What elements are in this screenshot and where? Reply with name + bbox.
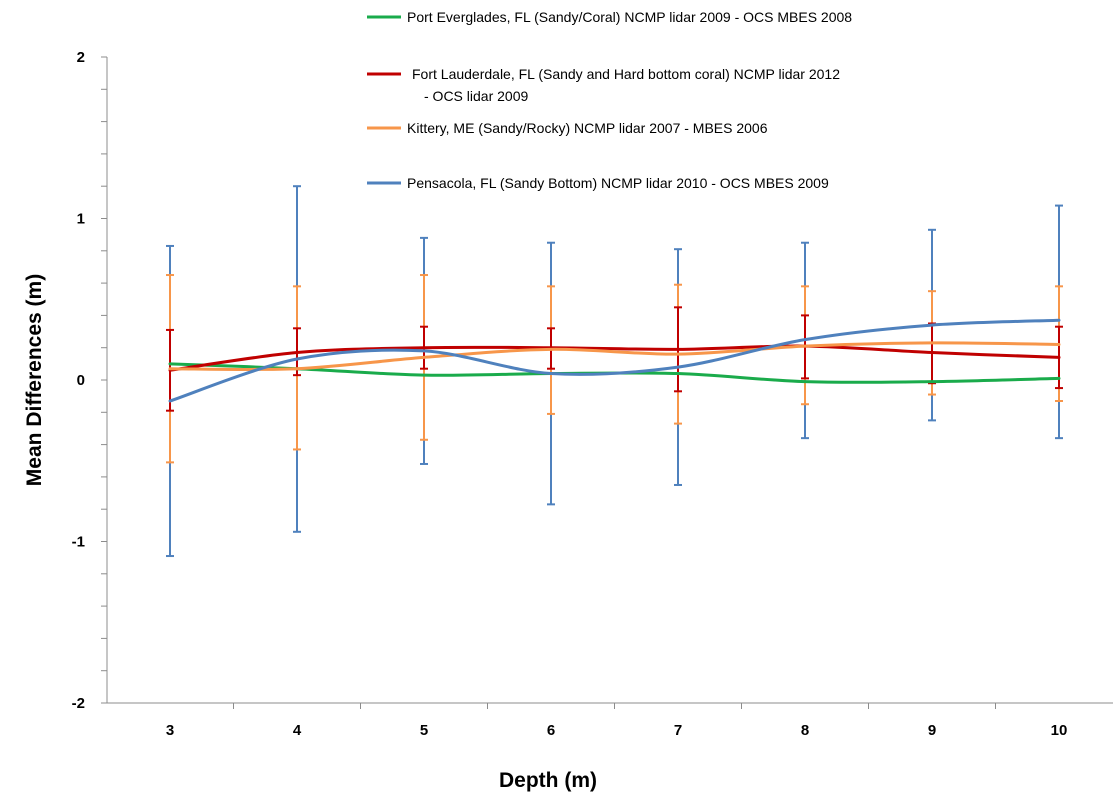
axes: 210-1-23 4 5 6 7 8 9 10 <box>72 49 1113 739</box>
legend-item: Pensacola, FL (Sandy Bottom) NCMP lidar … <box>367 175 829 191</box>
x-tick-label: 3 <box>166 722 174 739</box>
x-tick-label: 4 <box>293 722 302 739</box>
y-axis-title: Mean Differences (m) <box>23 274 46 486</box>
legend: Port Everglades, FL (Sandy/Coral) NCMP l… <box>367 9 852 191</box>
y-tick-label: 0 <box>77 372 85 389</box>
legend-label: Kittery, ME (Sandy/Rocky) NCMP lidar 200… <box>407 120 768 136</box>
legend-item: Fort Lauderdale, FL (Sandy and Hard bott… <box>367 66 840 104</box>
x-tick-label: 5 <box>420 722 428 739</box>
x-tick-label: 6 <box>547 722 555 739</box>
series-lines <box>168 318 1061 403</box>
x-tick-label: 7 <box>674 722 682 739</box>
series-line <box>168 318 1061 403</box>
y-tick-label: 2 <box>77 49 85 66</box>
legend-item: Kittery, ME (Sandy/Rocky) NCMP lidar 200… <box>367 120 768 136</box>
legend-label: - OCS lidar 2009 <box>424 88 528 104</box>
legend-label: Fort Lauderdale, FL (Sandy and Hard bott… <box>412 66 840 82</box>
y-tick-label: 1 <box>77 211 85 228</box>
x-tick-label: 8 <box>801 722 809 739</box>
x-axis-title: Depth (m) <box>499 769 597 792</box>
series-line <box>168 341 1061 371</box>
x-tick-label: 10 <box>1051 722 1068 739</box>
error-bars <box>166 185 1063 558</box>
series-line <box>168 344 1061 372</box>
y-tick-label: -1 <box>72 534 85 551</box>
legend-label: Pensacola, FL (Sandy Bottom) NCMP lidar … <box>407 175 829 191</box>
legend-label: Port Everglades, FL (Sandy/Coral) NCMP l… <box>407 9 852 25</box>
x-tick-label: 9 <box>928 722 936 739</box>
legend-item: Port Everglades, FL (Sandy/Coral) NCMP l… <box>367 9 852 25</box>
y-tick-label: -2 <box>72 695 85 712</box>
